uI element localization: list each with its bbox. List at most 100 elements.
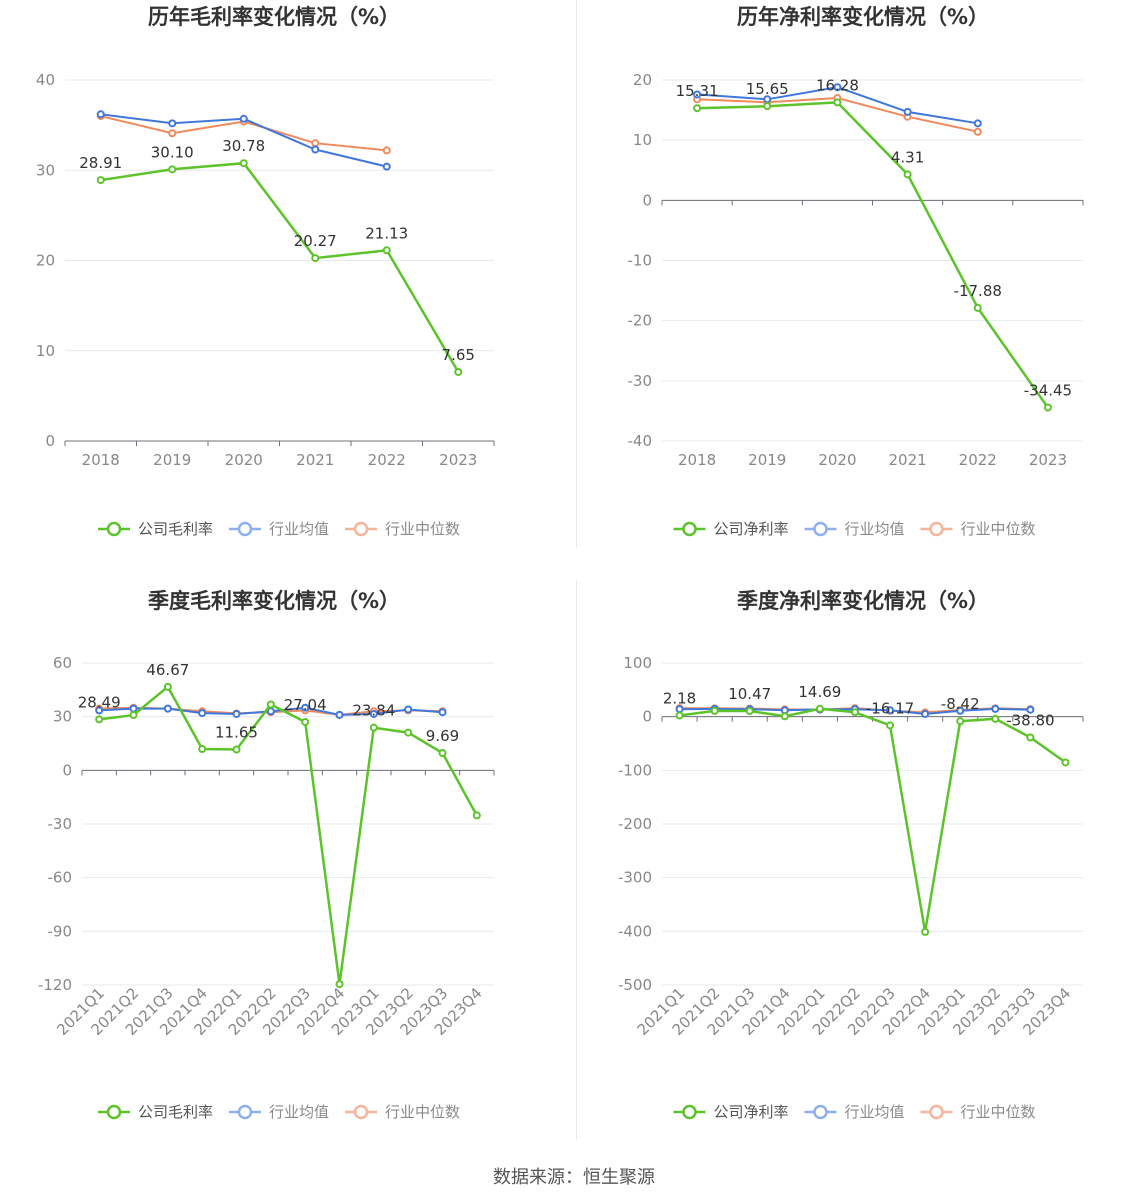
- data-point-company[interactable]: [675, 711, 684, 720]
- data-point-company[interactable]: [815, 704, 824, 713]
- data-point-average[interactable]: [311, 145, 320, 154]
- data-point-average[interactable]: [369, 709, 378, 718]
- data-point-company[interactable]: [833, 98, 842, 107]
- data-point-company[interactable]: [198, 745, 207, 754]
- data-point-company[interactable]: [239, 159, 248, 168]
- data-point-average[interactable]: [95, 706, 104, 715]
- data-point-average[interactable]: [886, 706, 895, 715]
- data-point-average[interactable]: [239, 114, 248, 123]
- data-point-average[interactable]: [301, 703, 310, 712]
- legend-label: 行业均值: [269, 520, 329, 538]
- legend-item-average[interactable]: 行业均值: [804, 520, 905, 538]
- data-point-average[interactable]: [198, 709, 207, 718]
- data-point-average[interactable]: [163, 704, 172, 713]
- data-point-company[interactable]: [369, 723, 378, 732]
- data-point-company[interactable]: [1026, 733, 1035, 742]
- legend-marker: [813, 1104, 828, 1120]
- data-point-average[interactable]: [973, 119, 982, 128]
- legend-marker: [106, 521, 122, 537]
- annual-gross-margin-chart: 历年毛利率变化情况（%） 0 10 20 30 40 2018 2019 2020 2021 202…: [36, 5, 495, 538]
- data-point-company[interactable]: [745, 707, 754, 716]
- legend-item-average[interactable]: 行业均值: [229, 1103, 329, 1121]
- data-point-average[interactable]: [168, 119, 177, 128]
- legend-item-median[interactable]: 行业中位数: [345, 1103, 460, 1121]
- data-label: 7.65: [442, 346, 475, 364]
- data-label: 10.47: [728, 685, 771, 703]
- x-tick-label: 2018: [82, 451, 120, 469]
- legend-label: 行业均值: [269, 1103, 329, 1121]
- legend-item-company[interactable]: 公司净利率: [673, 1103, 789, 1121]
- data-point-company[interactable]: [266, 700, 275, 709]
- data-point-company[interactable]: [472, 811, 481, 820]
- data-label: 46.67: [146, 661, 189, 679]
- data-point-company[interactable]: [1061, 758, 1070, 767]
- y-tick-label: -500: [618, 976, 652, 994]
- legend-item-average[interactable]: 行业均值: [804, 1103, 905, 1121]
- legend-item-average[interactable]: 行业均值: [229, 520, 329, 538]
- series-line-company: [100, 161, 460, 373]
- data-point-company[interactable]: [956, 717, 965, 726]
- x-tick-label: 2019: [153, 451, 191, 469]
- legend-item-median[interactable]: 行业中位数: [920, 1103, 1036, 1121]
- data-point-median[interactable]: [973, 127, 982, 136]
- data-point-company[interactable]: [921, 927, 930, 936]
- data-point-company[interactable]: [335, 980, 344, 989]
- data-point-company[interactable]: [693, 104, 702, 113]
- data-point-company[interactable]: [850, 708, 859, 717]
- legend-label: 公司毛利率: [138, 1103, 213, 1121]
- data-point-company[interactable]: [973, 303, 982, 312]
- data-point-company[interactable]: [454, 367, 463, 376]
- data-point-average[interactable]: [438, 708, 447, 717]
- data-point-average[interactable]: [693, 90, 702, 99]
- data-point-average[interactable]: [833, 83, 842, 92]
- data-point-average[interactable]: [335, 710, 344, 719]
- data-point-company[interactable]: [886, 721, 895, 730]
- data-point-company[interactable]: [163, 682, 172, 691]
- data-point-company[interactable]: [301, 717, 310, 726]
- data-point-company[interactable]: [311, 254, 320, 263]
- data-point-company[interactable]: [168, 165, 177, 174]
- data-point-company[interactable]: [438, 748, 447, 757]
- data-point-company[interactable]: [129, 711, 138, 720]
- data-point-company[interactable]: [763, 102, 772, 111]
- legend-marker: [353, 1104, 369, 1120]
- data-point-company[interactable]: [780, 712, 789, 721]
- chart-title: 季度毛利率变化情况（%）: [148, 589, 400, 613]
- legend-item-median[interactable]: 行业中位数: [920, 520, 1036, 538]
- data-point-company[interactable]: [232, 745, 241, 754]
- data-point-average[interactable]: [921, 709, 930, 718]
- data-label: -17.88: [954, 282, 1002, 300]
- data-point-company[interactable]: [96, 176, 105, 185]
- data-point-average[interactable]: [1026, 705, 1035, 714]
- y-tick-label: 0: [45, 432, 55, 450]
- data-label: 30.10: [151, 143, 194, 161]
- legend-item-company[interactable]: 公司毛利率: [98, 1103, 213, 1121]
- data-point-average[interactable]: [129, 704, 138, 713]
- data-point-median[interactable]: [311, 139, 320, 148]
- y-tick-label: 30: [53, 708, 72, 726]
- data-label: 4.31: [891, 148, 924, 166]
- data-point-average[interactable]: [96, 110, 105, 119]
- data-point-company[interactable]: [382, 246, 391, 255]
- data-point-average[interactable]: [382, 162, 391, 171]
- data-point-company[interactable]: [404, 728, 413, 737]
- data-point-average[interactable]: [404, 705, 413, 714]
- chart-panel-annual-gross-margin: 历年毛利率变化情况（%） 0 10 20 30 40 2018 2019 2020 2021 202…: [0, 0, 574, 560]
- data-point-median[interactable]: [382, 146, 391, 155]
- data-point-company[interactable]: [903, 170, 912, 179]
- data-point-company[interactable]: [95, 715, 104, 724]
- data-point-average[interactable]: [956, 706, 965, 715]
- data-point-company[interactable]: [710, 706, 719, 715]
- legend-item-company[interactable]: 公司净利率: [673, 520, 789, 538]
- data-point-median[interactable]: [168, 129, 177, 138]
- y-tick-label: -300: [618, 869, 652, 887]
- legend-item-company[interactable]: 公司毛利率: [98, 520, 213, 538]
- data-point-average[interactable]: [903, 107, 912, 116]
- data-point-company[interactable]: [1043, 403, 1052, 412]
- legend-item-median[interactable]: 行业中位数: [345, 520, 460, 538]
- data-point-average[interactable]: [232, 709, 241, 718]
- x-tick-label: 2020: [225, 451, 263, 469]
- data-point-company[interactable]: [991, 714, 1000, 723]
- legend-marker: [813, 521, 828, 537]
- data-point-average[interactable]: [991, 704, 1000, 713]
